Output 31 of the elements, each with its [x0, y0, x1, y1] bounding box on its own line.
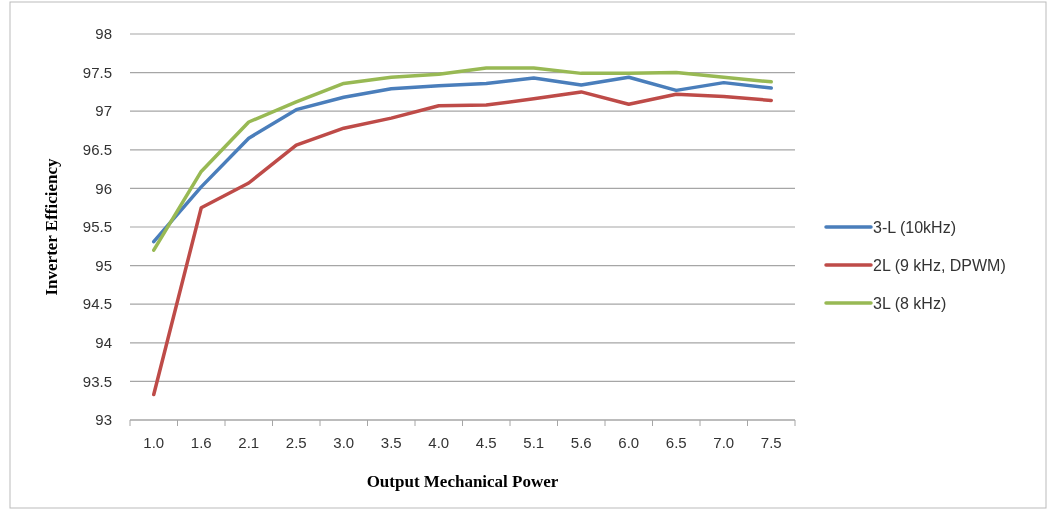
y-tick-label: 95 — [95, 256, 112, 274]
y-tick-label: 98 — [95, 25, 112, 43]
x-tick-label: 1.6 — [190, 434, 212, 451]
x-tick-label: 2.1 — [238, 434, 260, 451]
y-tick-label: 96.5 — [82, 141, 112, 159]
x-tick-label: 4.5 — [475, 434, 497, 451]
legend-label: 3-L (10kHz) — [873, 218, 956, 236]
y-tick-label: 94.5 — [82, 295, 112, 313]
x-tick-label: 5.1 — [523, 434, 545, 451]
x-tick-label: 7.0 — [713, 434, 735, 451]
y-tick-label: 93 — [95, 411, 112, 429]
legend-label: 3L (8 kHz) — [873, 294, 947, 312]
y-tick-label: 94 — [95, 334, 112, 352]
x-tick-label: 3.5 — [380, 434, 402, 451]
x-tick-label: 3.0 — [333, 434, 355, 451]
y-tick-label: 97 — [95, 102, 112, 120]
x-tick-label: 6.5 — [665, 434, 687, 451]
x-tick-label: 4.0 — [428, 434, 450, 451]
x-tick-label: 2.5 — [285, 434, 307, 451]
legend-label: 2L (9 kHz, DPWM) — [873, 256, 1006, 274]
x-tick-label: 7.5 — [760, 434, 782, 451]
y-tick-label: 93.5 — [82, 372, 112, 390]
line-series — [152, 90, 773, 397]
y-tick-label: 97.5 — [82, 63, 112, 81]
y-tick-label: 96 — [95, 179, 112, 197]
x-tick-label: 6.0 — [618, 434, 640, 451]
x-axis-title: Output Mechanical Power — [366, 472, 559, 491]
x-tick-label: 1.0 — [143, 434, 165, 451]
y-axis-title: Inverter Efficiency — [42, 157, 61, 296]
x-tick-label: 5.6 — [570, 434, 592, 451]
y-tick-label: 95.5 — [82, 218, 112, 236]
